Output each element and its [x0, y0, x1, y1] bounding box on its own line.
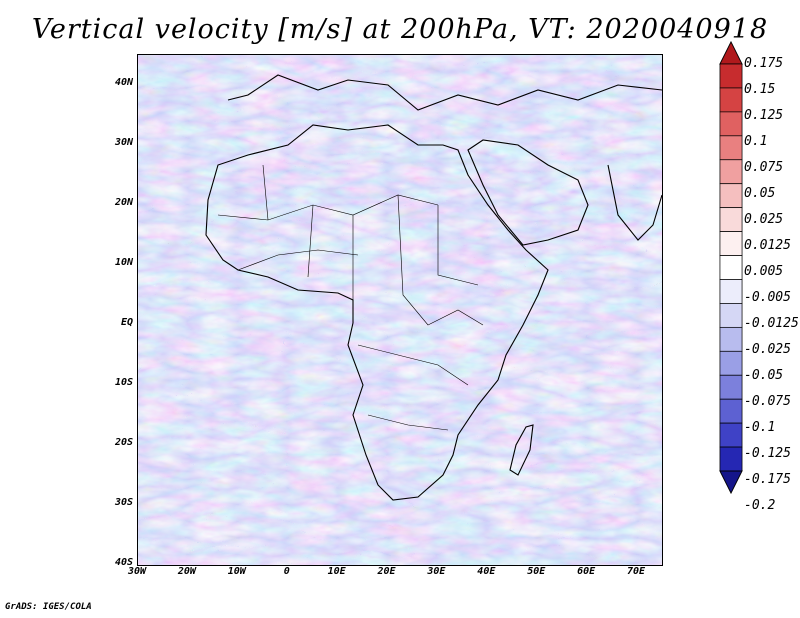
colorbar-tick-label: 0.025: [744, 212, 784, 227]
coastlines: [205, 74, 662, 501]
lon-tick-label: 10W: [227, 566, 246, 577]
colorbar-tick-label: -0.075: [744, 394, 791, 409]
lat-tick-label: 10S: [114, 377, 133, 388]
colorbar-tick-label: -0.1: [744, 420, 776, 435]
colorbar-top-arrow: [719, 40, 743, 65]
lon-tick-label: 20W: [177, 566, 196, 577]
colorbar-segment: [719, 422, 743, 448]
colorbar-tick-label: -0.125: [744, 446, 791, 461]
border-line: [262, 164, 269, 221]
colorbar-segment: [719, 207, 743, 232]
colorbar-tick-label: -0.0125: [744, 316, 799, 331]
lon-tick-label: 50E: [527, 566, 546, 577]
lon-tick-label: 60E: [577, 566, 596, 577]
vertical-velocity-field: [138, 55, 662, 565]
colorbar-segment: [719, 374, 743, 400]
colorbar-segment: [719, 135, 743, 161]
colorbar-tick-label: 0.05: [744, 186, 776, 201]
colorbar-tick-label: -0.175: [744, 472, 791, 487]
colorbar-segment: [719, 87, 743, 113]
colorbar-tick-label: 0.15: [744, 82, 776, 97]
colorbar-tick-label: 0.125: [744, 108, 784, 123]
border-line: [397, 194, 484, 326]
border-line: [217, 194, 439, 221]
map-panel: [137, 54, 663, 566]
colorbar-tick-label: 0.175: [744, 56, 784, 71]
lat-tick-label: 40N: [114, 77, 133, 88]
colorbar-segment: [719, 231, 743, 256]
colorbar-segment: [719, 111, 743, 137]
grads-credit: GrADS: IGES/COLA: [5, 602, 92, 612]
colorbar-segment: [719, 446, 743, 472]
field-streaks: [138, 55, 662, 565]
colorbar-segment: [719, 350, 743, 376]
europe-coast: [227, 74, 662, 111]
lat-tick-label: 30S: [114, 497, 133, 508]
lon-tick-label: 70E: [627, 566, 646, 577]
border-line: [437, 205, 479, 286]
colorbar-tick-label: 0.1: [744, 134, 768, 149]
colorbar-tick-label: 0.0125: [744, 238, 791, 253]
india-coast: [607, 164, 662, 241]
lat-tick-label: 40S: [114, 557, 133, 568]
map-title: Vertical velocity [m/s] at 200hPa, VT: 2…: [31, 14, 769, 45]
country-borders: [217, 164, 484, 431]
arabian-peninsula: [467, 139, 589, 246]
colorbar-segment: [719, 159, 743, 185]
lon-tick-label: 20E: [377, 566, 396, 577]
colorbar-segment: [719, 279, 743, 304]
border-line: [237, 249, 359, 271]
lat-tick-label: EQ: [120, 317, 133, 328]
lon-tick-label: 10E: [327, 566, 346, 577]
colorbar-segment: [719, 326, 743, 352]
madagascar: [509, 424, 534, 476]
lon-tick-label: 40E: [477, 566, 496, 577]
colorbar-tick-label: -0.05: [744, 368, 784, 383]
border-line: [307, 204, 314, 278]
lat-tick-label: 20S: [114, 437, 133, 448]
lat-tick-label: 30N: [114, 137, 133, 148]
colorbar-tick-label: 0.005: [744, 264, 784, 279]
lat-tick-label: 20N: [114, 197, 133, 208]
lon-tick-label: 30W: [127, 566, 147, 577]
africa-coastline: [205, 124, 549, 501]
border-line: [367, 414, 449, 431]
colorbar: [719, 40, 743, 495]
colorbar-tick-label: 0.075: [744, 160, 784, 175]
lon-tick-label: 0: [283, 566, 290, 577]
colorbar-tick-label: -0.025: [744, 342, 791, 357]
colorbar-tick-label: -0.005: [744, 290, 791, 305]
colorbar-segment: [719, 183, 743, 209]
colorbar-segment: [719, 303, 743, 328]
lat-tick-label: 10N: [114, 257, 133, 268]
colorbar-bottom-arrow: [719, 470, 743, 495]
colorbar-segment: [719, 398, 743, 424]
colorbar-segment: [719, 255, 743, 280]
colorbar-tick-label: -0.2: [744, 498, 776, 513]
colorbar-segment: [719, 63, 743, 89]
lon-tick-label: 30E: [427, 566, 446, 577]
border-line: [357, 344, 469, 386]
